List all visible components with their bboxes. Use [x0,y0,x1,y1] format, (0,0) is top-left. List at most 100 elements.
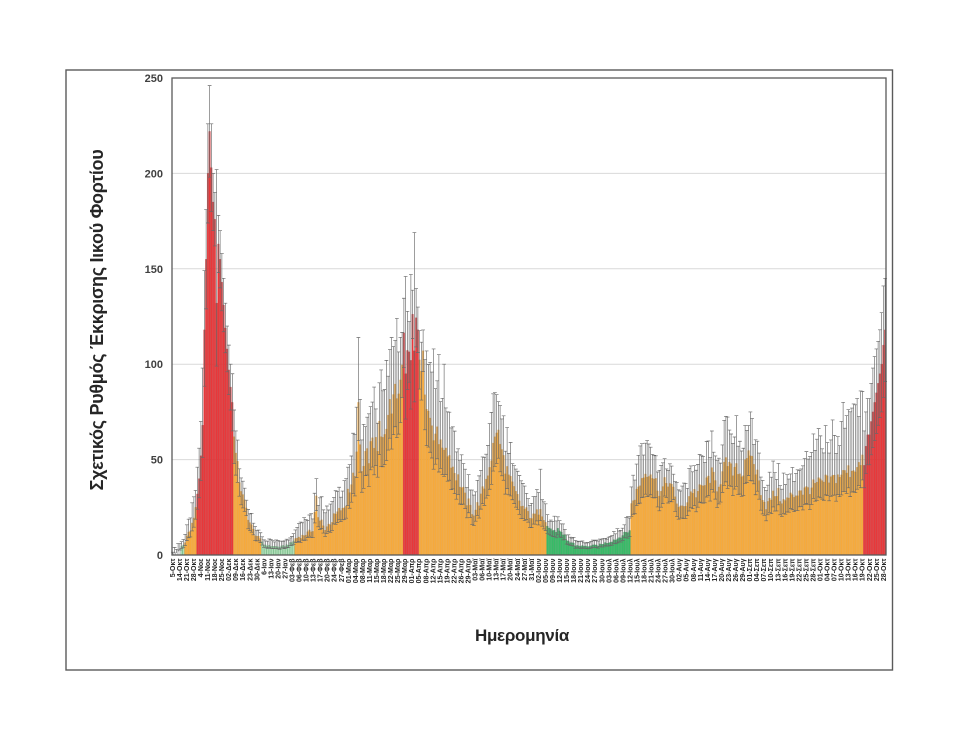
svg-text:03-Ιουλ: 03-Ιουλ [605,558,613,582]
svg-text:16-Δεκ: 16-Δεκ [240,558,247,580]
svg-text:13-Φεβ: 13-Φεβ [311,558,318,582]
svg-text:18-Νοε: 18-Νοε [212,558,219,581]
svg-text:29-Μαρ: 29-Μαρ [402,558,409,583]
svg-text:27-Ιουλ: 27-Ιουλ [662,558,670,582]
svg-text:27-Ιουν: 27-Ιουν [592,558,599,582]
svg-text:09-Ιουν: 09-Ιουν [550,558,557,582]
svg-text:150: 150 [145,264,163,276]
svg-text:02-Ιουν: 02-Ιουν [536,558,543,582]
svg-text:29-Αυγ: 29-Αυγ [740,558,747,581]
svg-text:Σχετικός Ρυθμός Έκκρισης Ιικού: Σχετικός Ρυθμός Έκκρισης Ιικού Φορτίου [87,150,107,491]
svg-text:13-Σεπ: 13-Σεπ [775,558,782,582]
svg-text:01-Απρ: 01-Απρ [409,558,416,584]
svg-text:28-Οκτ: 28-Οκτ [881,558,888,581]
svg-text:18-Ιουλ: 18-Ιουλ [640,558,648,582]
svg-text:01-Μαρ: 01-Μαρ [346,558,353,583]
svg-text:0: 0 [157,550,163,562]
svg-text:30-Δεκ: 30-Δεκ [254,558,261,580]
svg-text:25-Σεπ: 25-Σεπ [803,558,810,582]
svg-text:03-Φεβ: 03-Φεβ [289,558,296,582]
svg-text:6-Ιαν: 6-Ιαν [261,558,268,574]
svg-text:04-Οκτ: 04-Οκτ [825,558,832,581]
svg-text:10-Φεβ: 10-Φεβ [304,558,311,582]
svg-text:09-Ιουλ: 09-Ιουλ [619,558,627,582]
svg-text:08-Αυγ: 08-Αυγ [691,558,698,581]
svg-text:24-Ιουν: 24-Ιουν [585,558,592,582]
svg-text:30-Ιουν: 30-Ιουν [599,558,606,582]
svg-text:22-Οκτ: 22-Οκτ [867,558,874,581]
svg-text:22-Απρ: 22-Απρ [451,558,458,584]
svg-text:06-Ιουλ: 06-Ιουλ [612,558,620,582]
svg-text:07-Οκτ: 07-Οκτ [832,558,839,581]
svg-text:15-Μαρ: 15-Μαρ [374,558,381,583]
svg-text:20-Μαϊ: 20-Μαϊ [508,557,515,580]
svg-text:08-Απρ: 08-Απρ [423,558,430,584]
svg-text:27-Φεβ: 27-Φεβ [339,558,346,582]
svg-text:19-Απρ: 19-Απρ [444,558,451,584]
svg-text:24-Μαϊ: 24-Μαϊ [515,557,522,580]
svg-text:06-Μαϊ: 06-Μαϊ [480,557,487,580]
svg-text:19-Σεπ: 19-Σεπ [789,558,796,582]
svg-text:05-Αυγ: 05-Αυγ [684,558,691,581]
svg-text:Ημερομηνία: Ημερομηνία [475,626,570,645]
svg-text:18-Μαρ: 18-Μαρ [381,558,388,583]
svg-text:13-Οκτ: 13-Οκτ [846,558,853,581]
svg-text:21-Οκτ: 21-Οκτ [184,558,191,581]
svg-text:17-Φεβ: 17-Φεβ [318,558,325,582]
svg-text:29-Απρ: 29-Απρ [465,558,472,584]
svg-text:5-Οκτ: 5-Οκτ [170,558,177,578]
svg-text:03-Μαϊ: 03-Μαϊ [473,557,480,580]
svg-text:27-Ιαν: 27-Ιαν [282,558,289,578]
svg-text:28-Σεπ: 28-Σεπ [810,558,817,582]
svg-text:07-Σεπ: 07-Σεπ [761,558,768,582]
svg-text:31-Μαϊ: 31-Μαϊ [529,557,536,580]
svg-text:11-Μαρ: 11-Μαρ [367,558,374,583]
svg-text:17-Μαϊ: 17-Μαϊ [501,557,508,580]
svg-text:30-Ιουλ: 30-Ιουλ [669,558,677,582]
svg-text:4-Νοε: 4-Νοε [198,558,205,578]
svg-text:12-Ιουν: 12-Ιουν [557,558,564,582]
svg-text:100: 100 [145,359,163,371]
svg-text:13-Μαϊ: 13-Μαϊ [494,557,501,580]
svg-text:21-Ιουν: 21-Ιουν [578,558,585,582]
svg-text:24-Φεβ: 24-Φεβ [332,558,339,582]
svg-text:04-Σεπ: 04-Σεπ [754,558,761,582]
svg-text:11-Αυγ: 11-Αυγ [698,558,705,581]
svg-text:11-Νοε: 11-Νοε [205,558,212,581]
svg-text:16-Οκτ: 16-Οκτ [853,558,860,581]
svg-text:10-Οκτ: 10-Οκτ [839,558,846,581]
svg-text:12-Απρ: 12-Απρ [430,558,437,584]
svg-text:25-Μαρ: 25-Μαρ [395,558,402,583]
svg-text:22-Μαρ: 22-Μαρ [388,558,395,583]
svg-text:25-Νοε: 25-Νοε [219,558,226,581]
svg-text:23-Δεκ: 23-Δεκ [247,558,254,580]
svg-text:12-Ιουλ: 12-Ιουλ [626,558,634,582]
svg-text:18-Ιουν: 18-Ιουν [571,558,578,582]
svg-text:04-Μαρ: 04-Μαρ [353,558,360,583]
svg-text:15-Ιουν: 15-Ιουν [564,558,571,582]
svg-text:13-Ιαν: 13-Ιαν [268,558,275,578]
svg-text:26-Απρ: 26-Απρ [458,558,465,584]
svg-text:09-Δεκ: 09-Δεκ [233,558,240,580]
svg-text:250: 250 [145,73,163,85]
svg-text:05-Απρ: 05-Απρ [416,558,423,584]
svg-text:15-Ιουλ: 15-Ιουλ [633,558,641,582]
svg-text:28-Οκτ: 28-Οκτ [191,558,198,581]
svg-text:02-Δεκ: 02-Δεκ [226,558,233,580]
svg-text:17-Αυγ: 17-Αυγ [712,558,719,581]
svg-text:25-Οκτ: 25-Οκτ [874,558,881,581]
svg-text:10-Μαϊ: 10-Μαϊ [487,557,494,580]
svg-text:05-Ιουν: 05-Ιουν [543,558,550,582]
svg-text:14-Αυγ: 14-Αυγ [705,558,712,581]
svg-text:26-Αυγ: 26-Αυγ [733,558,740,581]
svg-text:14-Οκτ: 14-Οκτ [177,558,184,581]
svg-text:16-Σεπ: 16-Σεπ [782,558,789,582]
svg-text:01-Οκτ: 01-Οκτ [817,558,824,581]
svg-text:200: 200 [145,168,163,180]
svg-text:01-Σεπ: 01-Σεπ [747,558,754,582]
svg-text:10-Σεπ: 10-Σεπ [768,558,775,582]
svg-text:23-Αυγ: 23-Αυγ [726,558,733,581]
svg-text:27-Μαϊ: 27-Μαϊ [522,557,529,580]
svg-text:20-Αυγ: 20-Αυγ [719,558,726,581]
svg-text:20-Ιαν: 20-Ιαν [275,558,282,578]
